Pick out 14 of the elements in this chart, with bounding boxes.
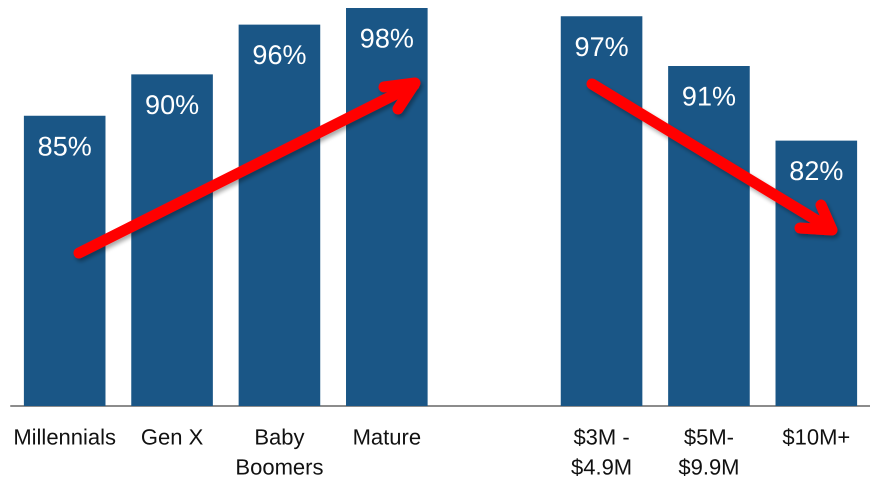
x-tick-label: $5M- $9.9M (678, 424, 740, 480)
x-tick-label: Baby Boomers (235, 424, 324, 480)
data-label: 98% (360, 24, 414, 54)
data-label: 85% (38, 131, 92, 162)
x-tick-label: Mature (352, 424, 422, 450)
data-label: 82% (789, 156, 844, 186)
x-tick-label: $10M+ (782, 424, 850, 450)
data-label: 90% (145, 90, 200, 120)
data-label: 91% (682, 82, 736, 112)
x-tick-label: Gen X (140, 424, 204, 450)
x-tick-label: $3M - $4.9M (570, 424, 632, 480)
x-tick-label: Millennials (13, 424, 116, 450)
data-label: 97% (574, 32, 629, 62)
data-label: 96% (252, 40, 306, 70)
